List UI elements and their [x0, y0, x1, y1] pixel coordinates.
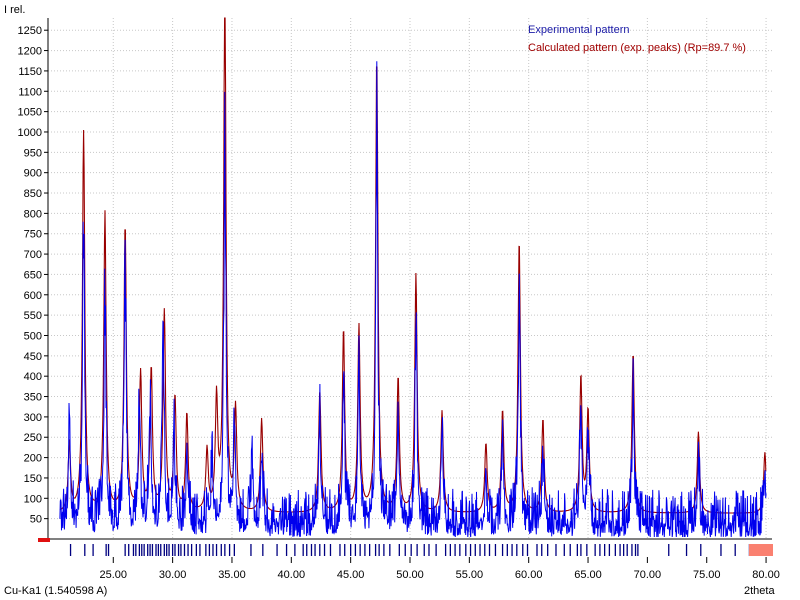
calculated-line — [59, 17, 767, 514]
x-axis-ticks: 25.00 30.00 35.00 40.00 45.00 50.00 55.00 60.00… — [100, 557, 780, 581]
x-tick-label: 65.00 — [574, 569, 602, 581]
radiation-label: Cu-Ka1 (1.540598 A) — [4, 585, 107, 597]
x-tick-label: 40.00 — [278, 569, 306, 581]
y-tick-label: 1100 — [18, 86, 42, 98]
grid-lines — [48, 18, 772, 539]
y-tick-label: 600 — [24, 290, 42, 302]
y-tick-label: 750 — [24, 229, 42, 241]
x-range-end-handle[interactable] — [749, 544, 773, 556]
y-axis-label: I rel. — [4, 4, 25, 16]
y-tick-label: 850 — [24, 188, 42, 200]
y-tick-label: 150 — [24, 473, 42, 485]
y-tick-label: 1050 — [18, 107, 42, 119]
y-tick-label: 1150 — [18, 66, 42, 78]
y-tick-label: 300 — [24, 412, 42, 424]
y-tick-label: 450 — [24, 351, 42, 363]
y-tick-label: 400 — [24, 371, 42, 383]
y-tick-label: 200 — [24, 453, 42, 465]
y-tick-label: 1250 — [18, 25, 42, 37]
y-tick-label: 500 — [24, 330, 42, 342]
y-tick-label: 1000 — [18, 127, 42, 139]
x-range-start-handle[interactable] — [38, 538, 50, 542]
y-axis-ticks: 50 100 150 200 250 300 350 400 450 500 550 600 650 70… — [18, 25, 48, 526]
x-tick-label: 25.00 — [100, 569, 128, 581]
y-tick-label: 800 — [24, 208, 42, 220]
x-tick-label: 30.00 — [159, 569, 187, 581]
y-tick-label: 100 — [24, 493, 42, 505]
y-tick-label: 250 — [24, 432, 42, 444]
y-tick-label: 1200 — [18, 46, 42, 58]
x-tick-label: 70.00 — [634, 569, 662, 581]
calculated-series — [59, 17, 767, 514]
y-tick-label: 350 — [24, 392, 42, 404]
x-tick-label: 55.00 — [456, 569, 484, 581]
experimental-series — [59, 61, 767, 538]
x-tick-label: 60.00 — [515, 569, 543, 581]
y-tick-label: 700 — [24, 249, 42, 261]
x-tick-label: 75.00 — [693, 569, 721, 581]
y-tick-label: 50 — [30, 514, 42, 526]
x-axis-label: 2theta — [744, 585, 775, 597]
x-tick-label: 80.00 — [752, 569, 780, 581]
x-tick-label: 35.00 — [218, 569, 246, 581]
y-tick-label: 900 — [24, 168, 42, 180]
reflection-markers — [69, 544, 751, 556]
y-tick-label: 550 — [24, 310, 42, 322]
y-tick-label: 650 — [24, 269, 42, 281]
legend-experimental: Experimental pattern — [528, 24, 630, 36]
experimental-line — [59, 61, 767, 538]
y-tick-label: 950 — [24, 147, 42, 159]
x-tick-label: 50.00 — [396, 569, 424, 581]
x-tick-label: 45.00 — [337, 569, 365, 581]
legend-calculated: Calculated pattern (exp. peaks) (Rp=89.7… — [528, 42, 746, 54]
